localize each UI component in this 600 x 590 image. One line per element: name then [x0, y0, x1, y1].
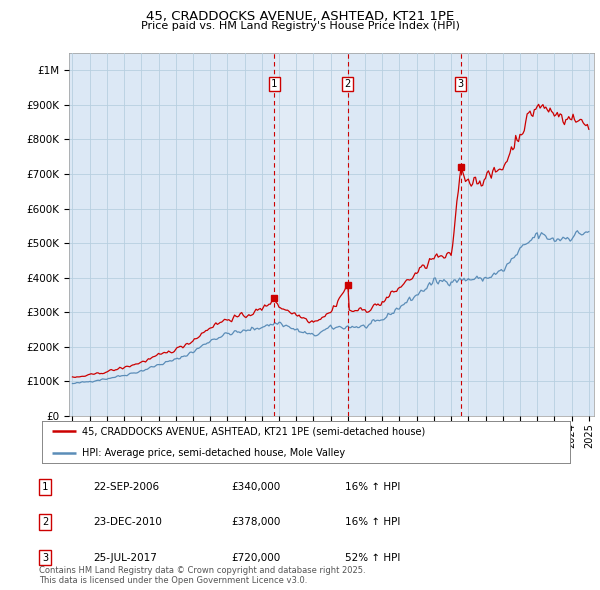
Text: 52% ↑ HPI: 52% ↑ HPI: [345, 553, 400, 562]
Text: HPI: Average price, semi-detached house, Mole Valley: HPI: Average price, semi-detached house,…: [82, 448, 345, 457]
Text: 16% ↑ HPI: 16% ↑ HPI: [345, 482, 400, 491]
Text: £340,000: £340,000: [231, 482, 280, 491]
Text: 3: 3: [458, 79, 464, 89]
Text: 23-DEC-2010: 23-DEC-2010: [93, 517, 162, 527]
Text: 1: 1: [42, 482, 48, 491]
Text: Price paid vs. HM Land Registry's House Price Index (HPI): Price paid vs. HM Land Registry's House …: [140, 21, 460, 31]
Text: 45, CRADDOCKS AVENUE, ASHTEAD, KT21 1PE (semi-detached house): 45, CRADDOCKS AVENUE, ASHTEAD, KT21 1PE …: [82, 427, 425, 436]
Text: 2: 2: [344, 79, 350, 89]
Text: 45, CRADDOCKS AVENUE, ASHTEAD, KT21 1PE: 45, CRADDOCKS AVENUE, ASHTEAD, KT21 1PE: [146, 10, 454, 23]
Text: Contains HM Land Registry data © Crown copyright and database right 2025.
This d: Contains HM Land Registry data © Crown c…: [39, 566, 365, 585]
Bar: [274, 53, 347, 416]
Text: 1: 1: [271, 79, 277, 89]
Text: 16% ↑ HPI: 16% ↑ HPI: [345, 517, 400, 527]
Text: £378,000: £378,000: [231, 517, 280, 527]
Text: £720,000: £720,000: [231, 553, 280, 562]
Text: 3: 3: [42, 553, 48, 562]
Text: 25-JUL-2017: 25-JUL-2017: [93, 553, 157, 562]
Bar: [461, 53, 469, 416]
Text: 22-SEP-2006: 22-SEP-2006: [93, 482, 159, 491]
Text: 2: 2: [42, 517, 48, 527]
